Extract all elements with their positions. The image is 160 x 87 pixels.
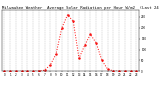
Text: Milwaukee Weather  Average Solar Radiation per Hour W/m2  (Last 24 Hours): Milwaukee Weather Average Solar Radiatio… [2,6,160,10]
